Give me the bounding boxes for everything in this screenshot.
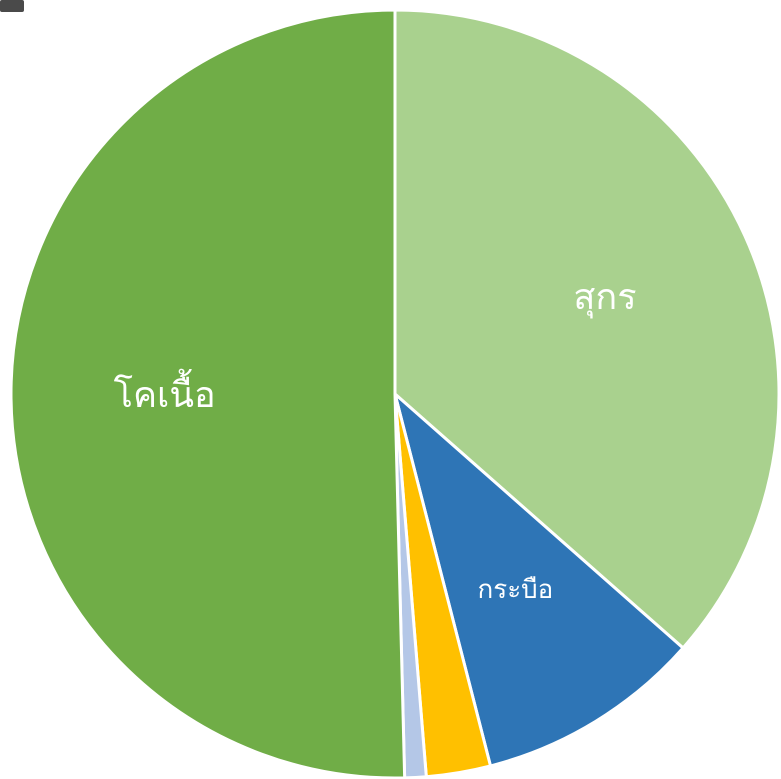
slice-label: โคเนื้อ [114,368,216,416]
corner-tab [0,0,24,12]
slice-label: กระบือ [477,575,553,605]
slice-label: สุกร [573,277,636,319]
pie-slice [393,8,781,651]
pie-slice [9,8,407,779]
